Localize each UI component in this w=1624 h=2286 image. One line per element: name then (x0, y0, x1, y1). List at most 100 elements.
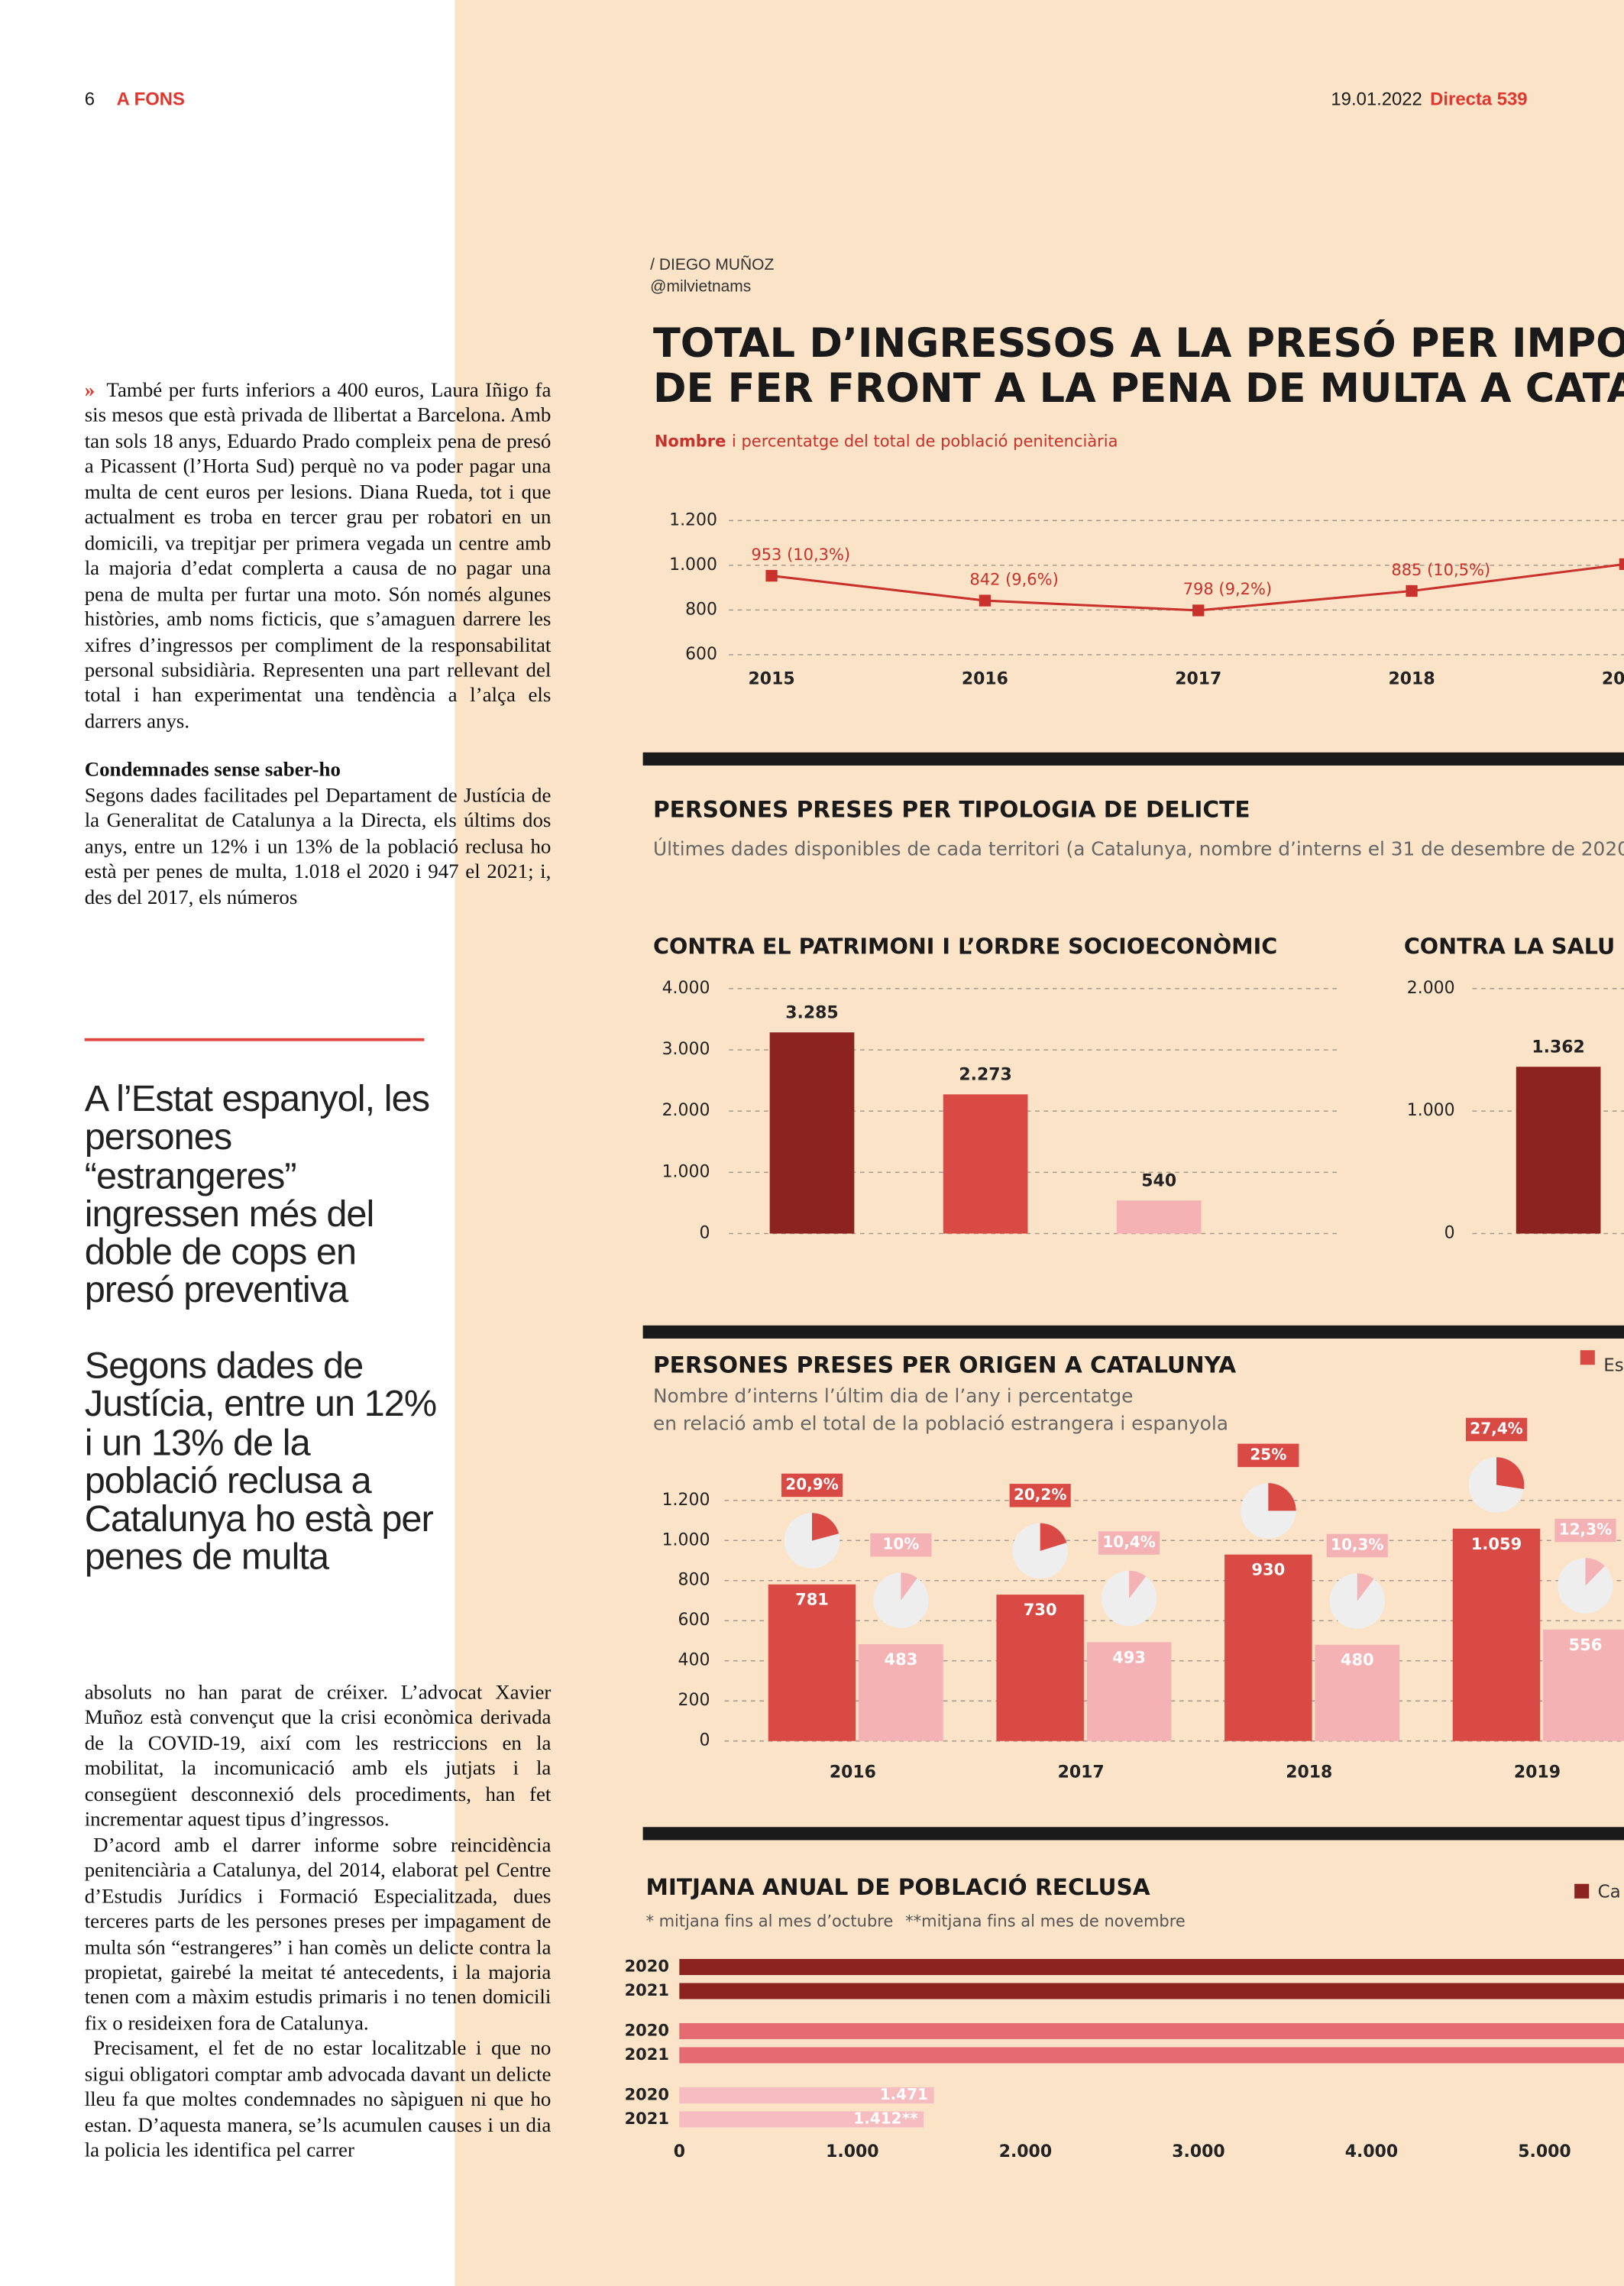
data-label: 885 (10,5%) (1391, 561, 1490, 579)
credit-author: / DIEGO MUÑOZ (650, 256, 775, 274)
y-tick-label: 800 (678, 1571, 710, 1590)
separator (642, 1827, 1624, 1841)
credit-handle: @milvietnams (650, 278, 752, 296)
pie-wedge (1496, 1457, 1525, 1489)
x-tick-label: 3.000 (1172, 2142, 1224, 2161)
share-label-box (1237, 1443, 1299, 1468)
chart-title: CONTRA LA SALU (1404, 933, 1615, 959)
y-tick-label: 600 (685, 645, 717, 664)
x-tick-label: 2016 (830, 1763, 876, 1782)
data-label: 1.471 (880, 2085, 928, 2103)
data-label: 1.412** (853, 2109, 918, 2127)
data-point (1192, 604, 1205, 617)
issue-number: Directa 539 (1430, 89, 1528, 110)
subtitle-text: i percentatge del total de població peni… (732, 432, 1118, 450)
bar (679, 2022, 1624, 2039)
pie-wedge (1129, 1570, 1147, 1599)
x-tick-label: 2019 (1602, 669, 1624, 688)
data-label: 1.059 (1471, 1535, 1522, 1553)
y-tick-label: 1.000 (662, 1530, 710, 1549)
data-label: 798 (9,2%) (1183, 580, 1272, 598)
pie-wedge (812, 1513, 839, 1541)
pie-background (1329, 1573, 1386, 1629)
data-label: 493 (1112, 1648, 1146, 1666)
paragraph: absoluts no han parat de créixer. L’advo… (84, 1681, 552, 1832)
bar (1086, 1642, 1172, 1741)
pie-wedge (1357, 1573, 1374, 1601)
data-point (765, 569, 778, 582)
share-label-box (1009, 1484, 1071, 1507)
y-tick-label: 800 (685, 600, 717, 619)
bar (859, 1643, 943, 1741)
share-label: 10% (882, 1535, 919, 1553)
chart-title: PERSONES PRESES PER ORIGEN A CATALUNYA (653, 1352, 1236, 1378)
share-label-box (1554, 1518, 1616, 1543)
y-tick-label: 2.000 (1407, 979, 1455, 998)
chart-note: * mitjana fins al mes d’octubre (645, 1912, 893, 1930)
paragraph: Segons dades facilitades pel Departament… (84, 784, 552, 910)
share-label-box (781, 1473, 843, 1498)
pull-quote: Segons dades de Justícia, entre un 12% i… (84, 1345, 437, 1579)
y-tick-label: 2021 (625, 1981, 669, 1999)
y-tick-label: 2021 (625, 2110, 669, 2128)
data-label: 930 (1251, 1561, 1285, 1579)
y-tick-label: 0 (699, 1731, 710, 1750)
page-number: 6 (84, 89, 95, 110)
data-point (1619, 558, 1624, 571)
share-label: 25% (1250, 1445, 1286, 1463)
share-label: 10,4% (1102, 1533, 1155, 1551)
data-label: 556 (1569, 1636, 1603, 1654)
bar (1116, 1200, 1202, 1234)
data-label: 540 (1141, 1171, 1176, 1190)
infographic-background (455, 0, 1624, 2286)
x-tick-label: 2017 (1058, 1763, 1105, 1782)
data-label: 2.273 (959, 1066, 1011, 1085)
section-title: PERSONES PRESES PER TIPOLOGIA DE DELICTE (653, 797, 1250, 823)
y-tick-label: 2021 (625, 2045, 669, 2064)
x-tick-label: 4.000 (1345, 2142, 1398, 2161)
credit: / DIEGO MUÑOZ @milvietnams (650, 255, 774, 299)
bar (1315, 1644, 1400, 1741)
pie-wedge (1268, 1483, 1296, 1511)
data-label: 483 (885, 1650, 918, 1669)
chart-title: TOTAL D’INGRESSOS A LA PRESÓ PER IMPOSS (653, 319, 1624, 367)
bar (679, 1958, 1624, 1975)
y-tick-label: 2020 (625, 1957, 669, 1975)
legend-swatch (1574, 1883, 1590, 1899)
bar (679, 2111, 924, 2128)
y-tick-label: 2020 (625, 2085, 669, 2103)
y-tick-label: 4.000 (662, 979, 710, 998)
separator (642, 1325, 1624, 1339)
y-tick-label: 2.000 (662, 1101, 710, 1120)
data-label: 953 (10,3%) (751, 546, 850, 564)
share-label: 10,3% (1331, 1535, 1383, 1553)
section-name: A FONS (116, 89, 185, 110)
data-label: 480 (1341, 1651, 1374, 1669)
data-point (979, 594, 992, 607)
separator (642, 752, 1624, 766)
data-point (1406, 584, 1418, 597)
bar (1452, 1528, 1541, 1741)
paragraph: D’acord amb el darrer informe sobre rein… (84, 1834, 552, 2035)
y-tick-label: 1.000 (669, 555, 717, 575)
article-column-top: » També per furts inferiors a 400 euros, … (85, 379, 552, 911)
y-tick-label: 600 (678, 1611, 710, 1630)
bar (943, 1094, 1028, 1234)
pie-wedge (1040, 1523, 1067, 1551)
y-tick-label: 1.000 (1407, 1101, 1455, 1120)
bar (679, 1983, 1624, 1999)
data-label: 3.285 (785, 1003, 838, 1022)
share-label-box (1326, 1533, 1388, 1558)
paragraph-text: També per furts inferiors a 400 euros, L… (84, 379, 552, 733)
pull-quote: A l’Estat espanyol, les persones “estran… (84, 1079, 430, 1312)
data-label: 781 (795, 1591, 829, 1609)
x-tick-label: 0 (674, 2142, 685, 2161)
x-tick-label: 2018 (1389, 669, 1435, 688)
data-label: 1.362 (1532, 1038, 1584, 1057)
x-tick-label: 1.000 (826, 2142, 878, 2161)
issue-date: 19.01.2022 (1331, 89, 1422, 110)
quote-rule (84, 1038, 425, 1041)
